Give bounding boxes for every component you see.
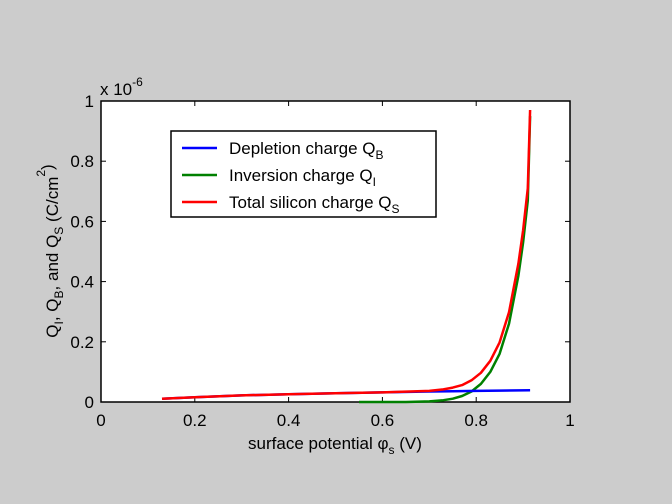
tick-labels: 0 0.2 0.4 0.6 0.8 1 0 0.2 0.4 0.6 0.8 1 <box>70 92 574 430</box>
y-axis-label-part: , Q <box>43 298 62 321</box>
x-tick-label: 0 <box>96 411 105 430</box>
y-multiplier-base: x 10 <box>100 80 132 99</box>
x-tick-label: 0.6 <box>371 411 395 430</box>
legend-label: Depletion charge QB <box>229 139 384 162</box>
y-axis-label-part: 2 <box>34 170 48 177</box>
y-tick-label: 0.4 <box>70 273 94 292</box>
x-tick-label: 0.2 <box>183 411 207 430</box>
y-axis-label-part: S <box>52 227 66 235</box>
x-tick-label: 0.8 <box>464 411 488 430</box>
y-tick-label: 0.6 <box>70 212 94 231</box>
y-tick-label: 0.2 <box>70 333 94 352</box>
y-axis-label-part: Q <box>43 324 62 337</box>
legend-label: Inversion charge QI <box>229 166 376 189</box>
series-lines <box>161 109 532 404</box>
x-axis-label-sub: s <box>389 443 395 457</box>
x-tick-label: 0.4 <box>277 411 301 430</box>
legend: Depletion charge QB Inversion charge QI To… <box>170 130 437 218</box>
axis-ticks <box>100 100 571 403</box>
series-line-i <box>359 116 532 404</box>
x-tick-label: 1 <box>565 411 574 430</box>
x-axis-label-tail: (V) <box>395 434 422 453</box>
y-tick-label: 0 <box>85 393 94 412</box>
x-axis-label-main: surface potential φ <box>248 434 389 453</box>
series-line-s <box>161 109 532 401</box>
y-axis-label: QI, QB, and QS (C/cm2) <box>34 164 66 337</box>
x-axis-label: surface potential φs (V) <box>248 434 422 457</box>
y-axis-label-part: B <box>52 290 66 298</box>
y-multiplier-exponent: -6 <box>132 75 143 89</box>
y-axis-label-part: , and Q <box>43 235 62 291</box>
y-tick-label: 0.8 <box>70 152 94 171</box>
legend-label: Total silicon charge QS <box>229 193 400 216</box>
y-multiplier: x 10-6 <box>100 75 143 99</box>
y-axis-label-part: (C/cm <box>43 177 62 227</box>
y-axis-label-part: I <box>52 321 66 324</box>
y-axis-label-part: ) <box>38 164 57 170</box>
y-tick-label: 1 <box>85 92 94 111</box>
